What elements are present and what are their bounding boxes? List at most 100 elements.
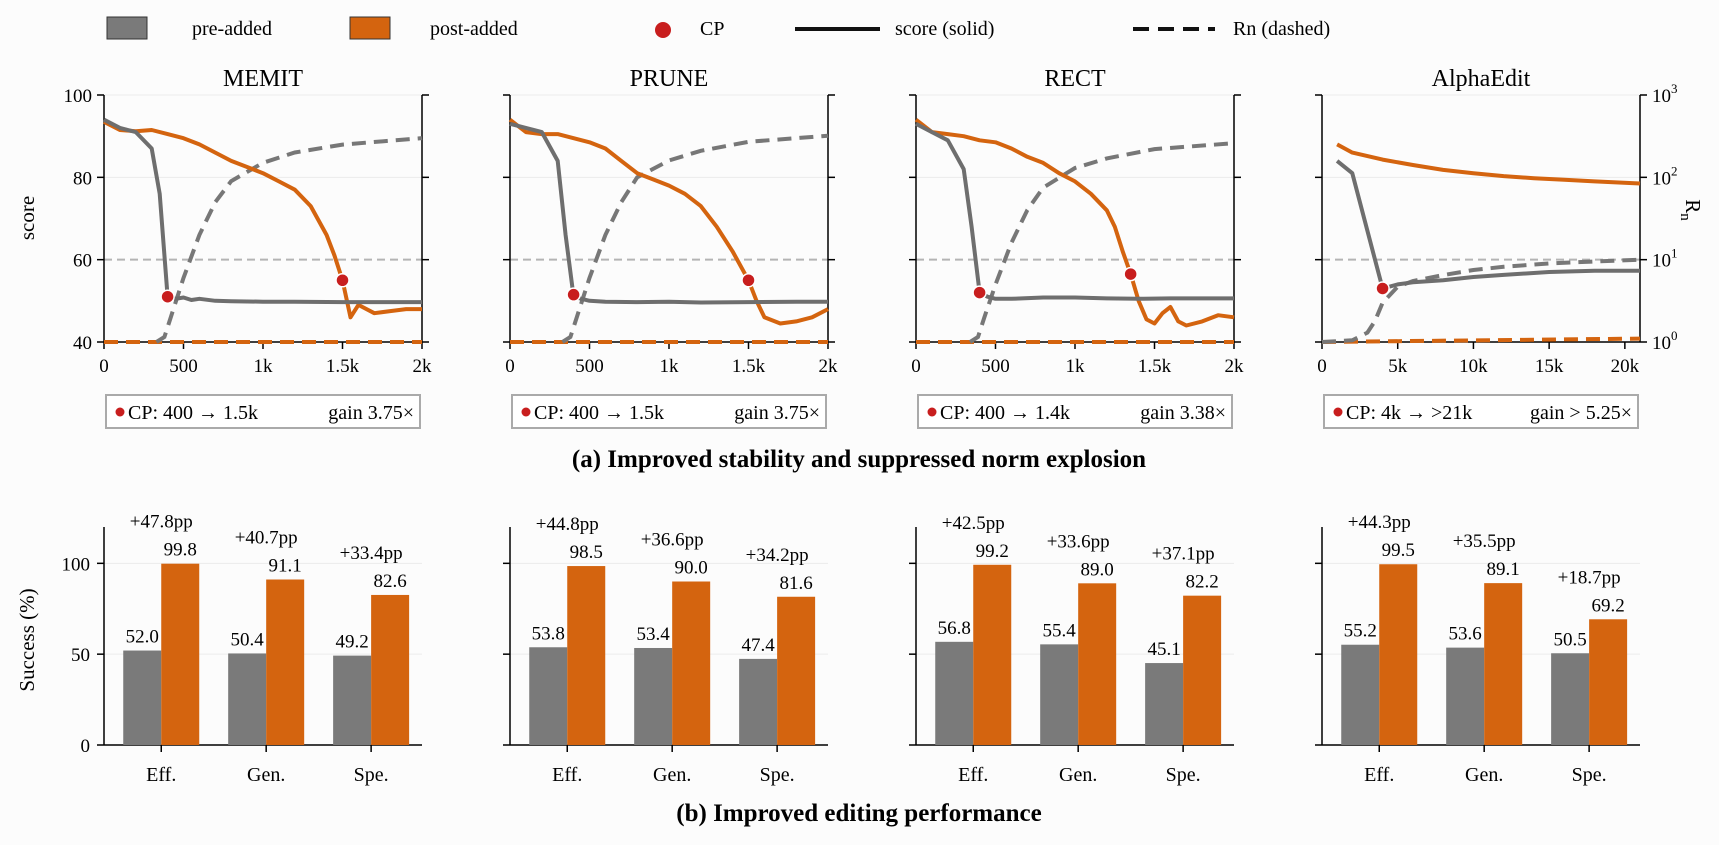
gain-label: +37.1pp [1152, 544, 1215, 565]
category-label: Spe. [1166, 764, 1201, 786]
post-value-label: 81.6 [779, 573, 812, 594]
cp-annotation-box: CP: 400 → 1.5k gain 3.75× [105, 394, 421, 429]
post-score-line [1336, 142, 1641, 186]
legend-pre-label: pre-added [192, 18, 272, 40]
y-tick-label: 60 [73, 251, 92, 272]
legend-rn-label: Rn (dashed) [1233, 18, 1330, 40]
panel-title: PRUNE [630, 66, 709, 92]
cp-marker-pre [566, 287, 581, 302]
x-tick-label: 10k [1459, 356, 1488, 377]
bar-panels: 0 50 100 Success (%) Eff. 52.0 99.8 +47.8pp Gen.… [15, 512, 1640, 786]
section-a-title: (a) Improved stability and suppressed no… [572, 446, 1146, 473]
panel-title: AlphaEdit [1432, 66, 1531, 92]
bar-post-spe [1183, 595, 1222, 745]
pre-rn-line [969, 141, 1235, 344]
y2-axis-subscript: n [1677, 213, 1693, 221]
post-rn-line [1321, 336, 1641, 344]
x-tick-label: 1.5k [732, 356, 766, 377]
post-value-label: 82.6 [373, 571, 406, 592]
cp-annotation-box: CP: 400 → 1.5k gain 3.75× [511, 394, 827, 429]
y-tick-label: 80 [73, 168, 92, 189]
pre-score-line [509, 121, 828, 305]
annotation-cp-text: CP: 400 → 1.5k [534, 402, 664, 424]
bar-panel-rect: Eff. 56.8 99.2 +42.5pp Gen. 55.4 89.0 +33.6pp Sp… [909, 513, 1234, 786]
bar-post-gen [266, 579, 305, 745]
gain-label: +44.8pp [536, 514, 599, 535]
legend-cp-marker [655, 22, 671, 38]
annotation-cp-dot [1333, 407, 1343, 417]
pre-value-label: 56.8 [938, 618, 971, 639]
bar-post-spe [1589, 619, 1628, 745]
gain-label: +33.6pp [1047, 531, 1110, 552]
pre-score-line [103, 117, 422, 305]
annotation-frame [917, 394, 1233, 429]
legend-score-label: score (solid) [895, 18, 994, 40]
x-tick-label: 2k [819, 356, 839, 377]
bar-pre-eff [123, 650, 162, 745]
annotation-cp-text: CP: 400 → 1.5k [128, 402, 258, 424]
y-axis-label: score [15, 196, 39, 240]
post-score-line [103, 120, 422, 320]
bar-post-gen [1484, 583, 1523, 745]
x-tick-label: 1.5k [326, 356, 360, 377]
annotation-frame [1323, 394, 1639, 429]
pre-value-label: 53.6 [1449, 624, 1482, 645]
x-tick-label: 0 [911, 356, 921, 377]
bar-pre-eff [529, 647, 568, 745]
post-value-label: 98.5 [570, 542, 603, 563]
panel-title: MEMIT [223, 66, 303, 92]
bar-panel-memit: 0 50 100 Success (%) Eff. 52.0 99.8 +47.8pp Gen.… [15, 512, 422, 786]
section-b-title: (b) Improved editing performance [676, 800, 1041, 827]
pre-value-label: 52.0 [126, 627, 159, 648]
category-label: Eff. [552, 764, 582, 786]
bar-post-spe [777, 596, 816, 745]
x-tick-label: 5k [1388, 356, 1408, 377]
cp-marker-pre [972, 285, 987, 300]
legend-cp-label: CP [700, 18, 724, 40]
bar-pre-eff [1341, 644, 1380, 745]
x-tick-label: 1k [660, 356, 680, 377]
annotation-cp-dot [115, 407, 125, 417]
legend-post-swatch [349, 16, 391, 40]
annotation-gain-text: gain > 5.25× [1530, 402, 1632, 424]
annotation-frame [511, 394, 827, 429]
bar-pre-spe [1145, 663, 1184, 745]
bar-panel-alphaedit: Eff. 55.2 99.5 +44.3pp Gen. 53.6 89.1 +35.5pp Sp… [1315, 512, 1640, 786]
post-value-label: 99.8 [164, 540, 197, 561]
y-axis-label: Success (%) [15, 588, 39, 691]
x-tick-label: 20k [1611, 356, 1640, 377]
gain-label: +47.8pp [130, 512, 193, 533]
annotation-gain-text: gain 3.38× [1140, 402, 1226, 424]
pre-value-label: 50.4 [231, 629, 265, 650]
y2-tick-exponent: 3 [1671, 81, 1678, 96]
bar-post-gen [1078, 583, 1117, 745]
gain-label: +42.5pp [942, 513, 1005, 534]
annotation-cp-dot [927, 407, 937, 417]
pre-value-label: 50.5 [1553, 629, 1586, 650]
pre-value-label: 53.4 [637, 624, 671, 645]
cp-marker-pre [160, 289, 175, 304]
annotation-cp-text: CP: 400 → 1.4k [940, 402, 1070, 424]
x-tick-label: 500 [169, 356, 198, 377]
post-score-line [914, 118, 1235, 328]
category-label: Spe. [354, 764, 389, 786]
annotation-gain-text: gain 3.75× [734, 402, 820, 424]
gain-label: +33.4pp [340, 543, 403, 564]
category-label: Gen. [1465, 764, 1503, 786]
bar-pre-gen [228, 653, 267, 745]
cp-marker-post [1123, 266, 1138, 282]
category-label: Spe. [760, 764, 795, 786]
category-label: Eff. [1364, 764, 1394, 786]
y2-tick-exponent: 0 [1671, 328, 1678, 343]
bar-pre-gen [1040, 644, 1079, 745]
bar-post-eff [567, 566, 606, 745]
post-value-label: 89.0 [1081, 559, 1114, 580]
pre-value-label: 49.2 [335, 632, 368, 653]
legend-post-label: post-added [430, 18, 518, 40]
bar-post-spe [371, 594, 410, 745]
bar-pre-eff [935, 641, 974, 745]
y-tick-label: 40 [73, 333, 92, 354]
gain-label: +35.5pp [1453, 531, 1516, 552]
